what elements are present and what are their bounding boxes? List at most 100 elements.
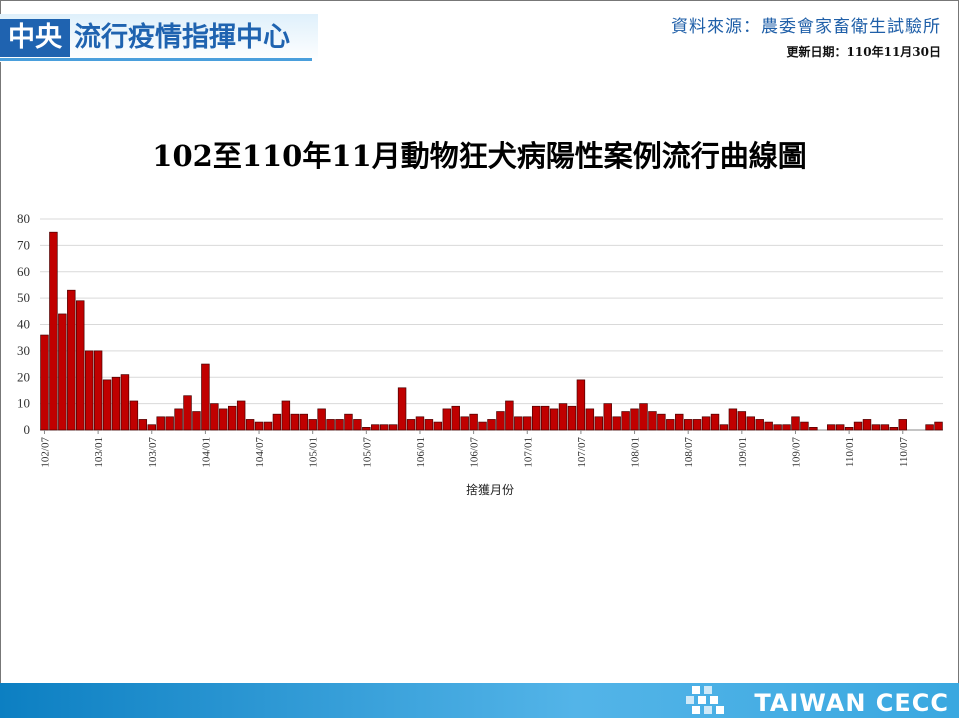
- bar: [379, 424, 389, 431]
- bar: [514, 416, 523, 431]
- bar: [308, 419, 317, 431]
- rabies-case-chart: 0 10 20 30 40 50 60 70 80 102/07 103/01 103/07 104/…: [17, 211, 943, 497]
- bar: [853, 421, 863, 431]
- bar: [40, 334, 49, 431]
- bar: [281, 400, 291, 431]
- bar: [102, 379, 112, 431]
- bar: [934, 421, 943, 431]
- bar: [120, 374, 130, 431]
- bar: [290, 413, 300, 431]
- data-source: 資料來源：農委會家畜衛生試驗所: [671, 17, 941, 37]
- bar: [487, 419, 496, 431]
- bar: [228, 405, 237, 431]
- bar: [871, 424, 881, 431]
- x-tick-label: 104/01: [200, 437, 212, 468]
- bar: [657, 413, 666, 431]
- bar: [478, 421, 487, 431]
- bar: [558, 403, 568, 431]
- bar: [612, 416, 621, 431]
- bar: [898, 419, 907, 431]
- logo-subtitle: 流行疫情指揮中心: [74, 22, 290, 53]
- bar: [701, 416, 711, 431]
- bar: [219, 408, 228, 431]
- bar: [84, 350, 94, 431]
- x-tick-label: 110/07: [898, 437, 910, 468]
- bar: [648, 411, 657, 431]
- bar: [451, 405, 460, 431]
- x-tick-label: 110/01: [844, 437, 856, 467]
- bar: [58, 313, 67, 431]
- y-tick-label: 80: [17, 211, 30, 226]
- bar: [540, 405, 550, 431]
- x-tick-label: 106/07: [469, 437, 481, 468]
- bar: [710, 413, 720, 431]
- bar: [49, 231, 58, 431]
- x-tick-label: 103/01: [93, 437, 105, 468]
- bar: [862, 419, 872, 431]
- x-tick-label: 109/01: [737, 437, 749, 468]
- bar: [531, 405, 541, 431]
- bar: [639, 403, 648, 431]
- bar: [147, 424, 156, 431]
- bar: [746, 416, 755, 431]
- y-tick-label: 0: [24, 422, 31, 437]
- x-axis-label: 捨獲月份: [466, 482, 514, 497]
- bar: [174, 408, 183, 431]
- bar: [406, 419, 416, 431]
- bars: [40, 231, 943, 431]
- bar: [299, 413, 308, 431]
- bar: [523, 416, 532, 431]
- y-tick-label: 50: [17, 290, 30, 305]
- bar: [371, 424, 380, 431]
- bar: [576, 379, 586, 431]
- bar: [809, 427, 818, 431]
- bar: [67, 289, 76, 431]
- bar: [567, 405, 577, 431]
- bar: [93, 350, 103, 431]
- bar: [549, 408, 559, 431]
- x-tick-label: 108/01: [630, 437, 642, 468]
- x-tick-label: 105/07: [361, 437, 373, 468]
- y-tick-label: 40: [17, 317, 30, 332]
- bar: [129, 400, 139, 431]
- bar: [263, 421, 273, 431]
- bar: [505, 400, 514, 431]
- bar: [737, 411, 747, 431]
- bar: [460, 416, 469, 431]
- bar: [773, 424, 782, 431]
- bar: [719, 424, 729, 431]
- bar: [362, 427, 371, 431]
- bar: [183, 395, 192, 431]
- x-tick-label: 107/07: [576, 437, 588, 468]
- logo-main: 中央: [0, 19, 70, 57]
- x-tick-label: 108/07: [683, 437, 695, 468]
- gridlines: [40, 218, 943, 431]
- bar: [683, 419, 693, 431]
- update-date: 更新日期：110年11月30日: [786, 45, 941, 59]
- bar: [210, 403, 219, 431]
- x-tick-label: 105/01: [308, 437, 320, 468]
- x-tick-label: 106/01: [415, 437, 427, 468]
- x-tick-label: 104/07: [254, 437, 266, 468]
- x-tick-label: 107/01: [522, 437, 534, 468]
- bar: [630, 408, 639, 431]
- y-tick-label: 20: [17, 369, 30, 384]
- footer-bar: [0, 683, 959, 718]
- bar: [156, 416, 165, 431]
- x-tick-label: 102/07: [39, 437, 51, 468]
- bar: [397, 387, 407, 431]
- bar: [692, 419, 702, 431]
- bar: [415, 416, 425, 431]
- bar: [317, 408, 326, 431]
- bar: [496, 411, 505, 431]
- bar: [335, 419, 344, 431]
- bar: [388, 424, 398, 431]
- bar: [594, 416, 604, 431]
- x-tick-label: 109/07: [790, 437, 802, 468]
- bar: [621, 411, 630, 431]
- bar: [442, 408, 452, 431]
- bar: [192, 411, 201, 431]
- logo-underline: [0, 58, 312, 61]
- bar: [424, 419, 434, 431]
- bar: [827, 424, 836, 431]
